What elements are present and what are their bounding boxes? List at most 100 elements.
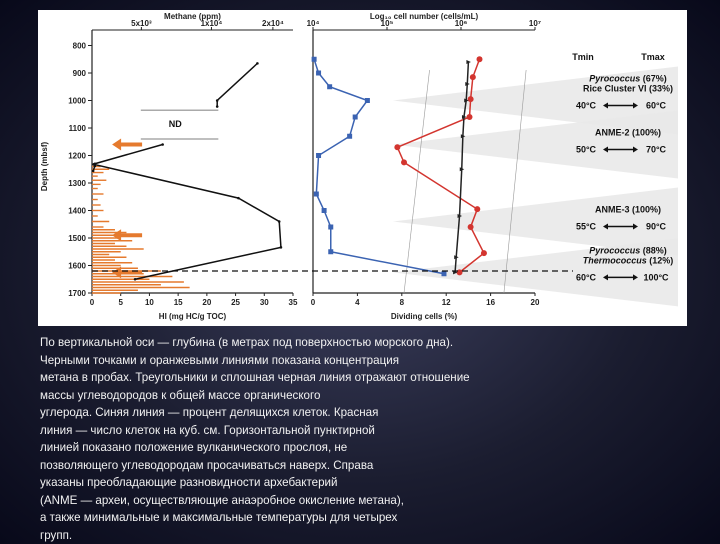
organism-label-part: Rice Cluster VI: [583, 84, 647, 94]
methane-point: [278, 220, 281, 223]
tmax-label: Tmax: [641, 52, 665, 62]
tmin-value: 50°C: [576, 145, 597, 155]
red-circle-point: [394, 144, 400, 150]
organism-label: Pyrococcus (67%): [589, 74, 667, 84]
organism-label-part: ANME-3 (100%): [595, 205, 661, 215]
x-tick-label: 15: [174, 298, 183, 307]
caption-line: позволяющего углеводородам просачиваться…: [40, 457, 680, 475]
top-tick-label: 10⁴: [307, 19, 320, 28]
temperature-funnel: [393, 111, 678, 179]
caption-line: линия — число клеток на куб. см. Горизон…: [40, 422, 680, 440]
top-tick-label: 2x10⁴: [262, 19, 284, 28]
y-tick-label: 1500: [68, 234, 86, 243]
organism-label-part: (88%): [640, 245, 667, 255]
y-tick-label: 1000: [68, 97, 86, 106]
organism-label-part: (12%): [647, 255, 674, 265]
organism-label: ANME-2 (100%): [595, 128, 661, 138]
caption-line: групп.: [40, 527, 680, 544]
blue-square-point: [365, 98, 370, 103]
blue-square-point: [322, 208, 327, 213]
methane-point: [161, 143, 164, 146]
red-circle-point: [474, 206, 480, 212]
tmax-value: 70°C: [646, 145, 667, 155]
red-circle-point: [401, 159, 407, 165]
methane-point: [216, 105, 219, 108]
x-tick-label: 5: [118, 298, 123, 307]
organism-label-part: (33%): [647, 84, 674, 94]
methane-axis-title: Methane (ppm): [164, 12, 221, 21]
x-tick-label: 0: [311, 298, 316, 307]
organism-label: Pyrococcus (88%): [589, 245, 667, 255]
x-tick-label: 10: [145, 298, 154, 307]
x-tick-label: 16: [486, 298, 495, 307]
caption-line: а также минимальные и максимальные темпе…: [40, 509, 680, 527]
organism-label: Thermococcus (12%): [583, 255, 674, 265]
blue-square-point: [312, 57, 317, 62]
tmin-value: 55°C: [576, 222, 597, 232]
y-tick-label: 1200: [68, 152, 86, 161]
depth-arrow-head: [112, 229, 121, 241]
x-tick-label: 0: [90, 298, 95, 307]
x-tick-label: 30: [260, 298, 269, 307]
organism-label-part: Pyrococcus: [589, 74, 640, 84]
red-circle-point: [468, 96, 474, 102]
organism-label-part: ANME-2 (100%): [595, 128, 661, 138]
y-tick-label: 1300: [68, 179, 86, 188]
organism-label-part: (67%): [640, 74, 667, 84]
y-tick-label: 800: [73, 42, 87, 51]
caption-line: массы углеводородов к общей массе органи…: [40, 387, 680, 405]
tmax-value: 60°C: [646, 101, 667, 111]
y-tick-label: 1100: [69, 124, 87, 133]
blue-square-point: [441, 271, 446, 276]
x-tick-label: 8: [400, 298, 405, 307]
red-circle-point: [467, 114, 473, 120]
caption: По вертикальной оси — глубина (в метрах …: [40, 334, 680, 544]
methane-line: [217, 63, 257, 106]
y-tick-label: 1400: [68, 207, 86, 216]
red-circle-point: [477, 56, 483, 62]
x-tick-label: 35: [289, 298, 298, 307]
methane-point: [216, 99, 219, 102]
tmax-value: 90°C: [646, 222, 667, 232]
organism-label-part: Pyrococcus: [589, 245, 640, 255]
methane-point: [92, 170, 95, 173]
cell-number-axis-title: Log₁₀ cell number (cells/mL): [370, 12, 479, 21]
guide-line: [404, 70, 430, 293]
red-circle-point: [468, 224, 474, 230]
caption-line: углерода. Синяя линия — процент делящихс…: [40, 404, 680, 422]
series-line: [314, 59, 444, 274]
methane-point: [256, 62, 259, 65]
caption-line: линией показано положение вулканического…: [40, 439, 680, 457]
y-tick-label: 1600: [68, 262, 86, 271]
blue-square-point: [316, 71, 321, 76]
x-tick-label: 4: [355, 298, 360, 307]
caption-line: (ANME — археи, осуществляющие анаэробное…: [40, 492, 680, 510]
caption-line: Черными точками и оранжевыми линиями пок…: [40, 352, 680, 370]
x-tick-label: 25: [231, 298, 240, 307]
methane-point: [237, 197, 240, 200]
y-tick-label: 1700: [68, 289, 86, 298]
x-tick-label: 20: [202, 298, 211, 307]
organism-label: ANME-3 (100%): [595, 205, 661, 215]
tmin-label: Tmin: [572, 52, 594, 62]
blue-square-point: [353, 115, 358, 120]
top-tick-label: 10⁷: [529, 19, 541, 28]
depth-arrow-head: [112, 139, 121, 151]
depth-axis-title: Depth (mbsf): [40, 142, 49, 192]
tmax-value: 100°C: [643, 272, 669, 282]
blue-square-point: [347, 134, 352, 139]
methane-line: [94, 164, 281, 279]
red-circle-point: [470, 74, 476, 80]
top-tick-label: 5x10³: [131, 19, 152, 28]
red-circle-point: [481, 250, 487, 256]
blue-square-point: [314, 192, 319, 197]
tmin-value: 40°C: [576, 101, 597, 111]
blue-square-point: [327, 84, 332, 89]
methane-point: [134, 278, 137, 281]
methane-point: [280, 246, 283, 249]
caption-line: По вертикальной оси — глубина (в метрах …: [40, 334, 680, 352]
organism-label-part: Thermococcus: [583, 255, 647, 265]
methane-point: [92, 163, 95, 166]
